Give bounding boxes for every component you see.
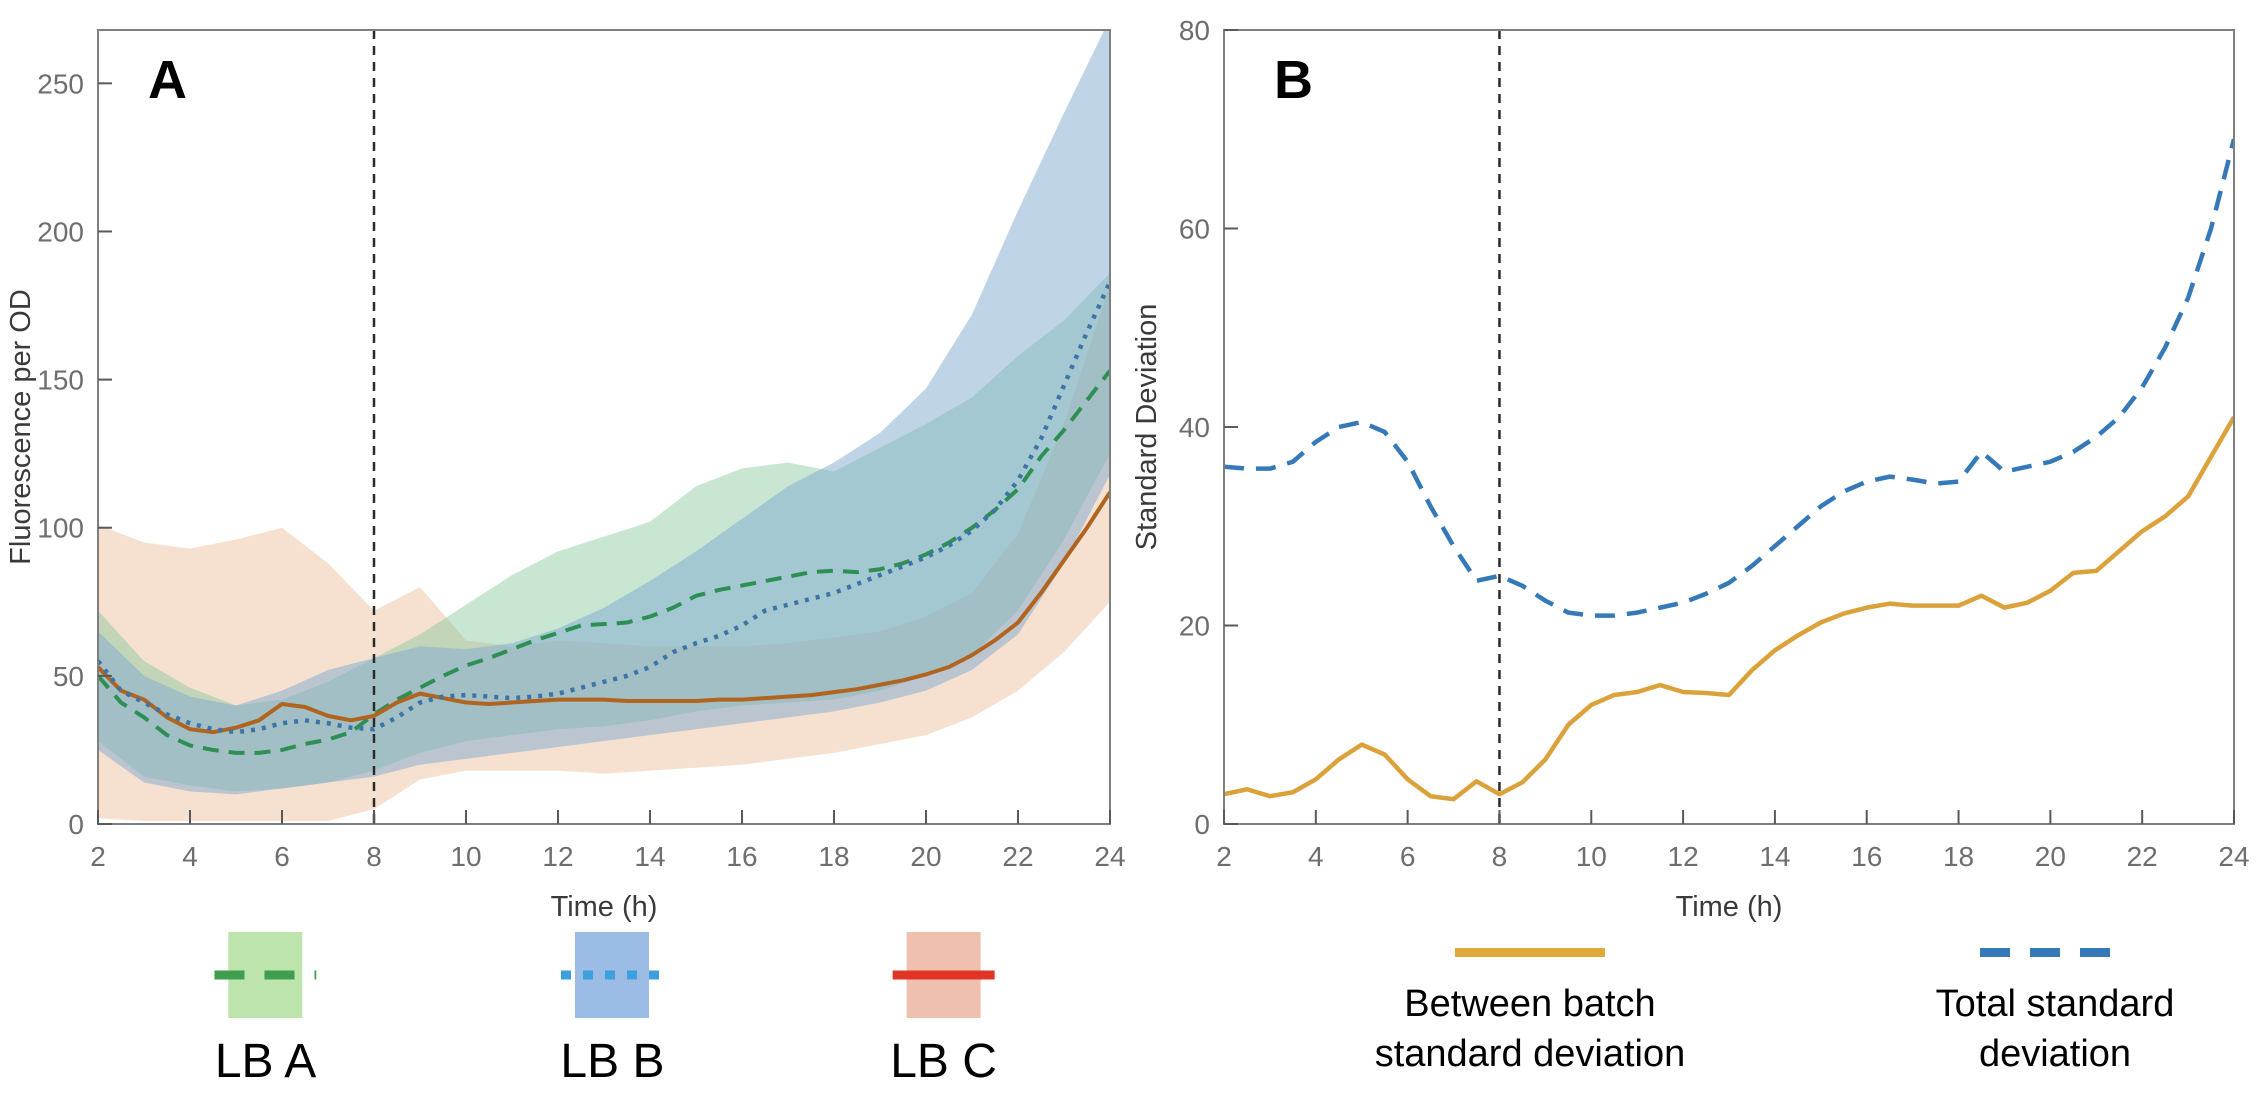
legend-item-between-batch-sd: Between batch standard deviation	[1330, 948, 1730, 1079]
x-tick-label: 12	[542, 841, 573, 872]
x-tick-label: 8	[366, 841, 382, 872]
y-tick-label: 0	[68, 809, 84, 840]
y-tick-label: 100	[37, 513, 84, 544]
series-between-batch-standard-deviation	[1224, 415, 2234, 802]
series-lb-b	[98, 280, 1110, 735]
y-axis-title-A: Fluorescence per OD	[5, 289, 37, 565]
x-axis-title-B: Time (h)	[1676, 891, 1783, 923]
x-tick-label: 10	[1576, 841, 1607, 872]
x-tick-label: 4	[182, 841, 198, 872]
lb-b-band-swatch	[561, 932, 664, 1018]
legend-item-lb-c: LB C	[890, 932, 997, 1089]
x-tick-label: 22	[1002, 841, 1033, 872]
x-tick-label: 12	[1668, 841, 1699, 872]
x-axis-title-A: Time (h)	[551, 891, 658, 923]
y-tick-label: 40	[1179, 412, 1210, 443]
plot-border-A	[97, 29, 1111, 825]
x-tick-label: 18	[818, 841, 849, 872]
y-tick-label: 50	[53, 661, 84, 692]
legend-item-lb-b: LB B	[560, 932, 664, 1089]
x-tick-label: 16	[1851, 841, 1882, 872]
series-total-standard-deviation	[1224, 138, 2234, 618]
x-tick-label: 14	[634, 841, 665, 872]
x-tick-label: 18	[1943, 841, 1974, 872]
y-tick-label: 80	[1179, 15, 1210, 46]
legend-label-lb-b: LB B	[560, 1035, 665, 1088]
legend-label-lb-c: LB C	[890, 1035, 997, 1088]
legend-item-total-sd: Total standard deviation	[1900, 948, 2210, 1079]
x-tick-label: 22	[2127, 841, 2158, 872]
x-tick-label: 8	[1492, 841, 1508, 872]
lb-c-band-swatch	[892, 932, 995, 1018]
x-tick-label: 6	[274, 841, 290, 872]
x-tick-label: 10	[450, 841, 481, 872]
x-tick-label: 4	[1308, 841, 1324, 872]
y-tick-label: 200	[37, 216, 84, 247]
x-tick-label: 24	[1094, 841, 1125, 872]
y-tick-label: 250	[37, 68, 84, 99]
y-tick-label: 150	[37, 365, 84, 396]
lb-c-solid-line-swatch	[892, 970, 995, 980]
x-tick-label: 2	[90, 841, 106, 872]
y-tick-label: 0	[1194, 809, 1210, 840]
legend-label-lb-a: LB A	[214, 1035, 317, 1088]
panel-letter-B: B	[1274, 50, 1313, 110]
x-tick-label: 24	[2218, 841, 2249, 872]
panel-letter-A: A	[148, 50, 187, 110]
x-tick-label: 14	[1759, 841, 1790, 872]
lb-a-dashed-line-swatch	[214, 970, 317, 980]
lb-b-dotted-line-swatch	[561, 970, 664, 980]
series-lb-a	[98, 369, 1110, 755]
total-sd-dashed-line-swatch	[1980, 948, 2130, 957]
legend-item-lb-a: LB A	[214, 932, 317, 1089]
lb-a-band-swatch	[214, 932, 317, 1018]
legend-label-total-sd: Total standard deviation	[1935, 983, 2175, 1076]
x-tick-label: 20	[2035, 841, 2066, 872]
x-tick-label: 6	[1400, 841, 1416, 872]
panel-b-legend: Between batch standard deviation Total s…	[1330, 948, 2210, 1079]
x-tick-label: 2	[1216, 841, 1232, 872]
panel-a-legend: LB A LB B LB C	[0, 932, 1130, 1108]
y-tick-label: 20	[1179, 611, 1210, 642]
y-tick-label: 60	[1179, 214, 1210, 245]
band-lb-b-band	[98, 30, 1110, 795]
between-batch-line-swatch	[1455, 948, 1605, 957]
y-axis-title-B: Standard Deviation	[1131, 304, 1163, 551]
series-lb-c	[98, 491, 1110, 735]
x-tick-label: 20	[910, 841, 941, 872]
legend-label-between-batch-sd: Between batch standard deviation	[1374, 983, 1686, 1076]
x-tick-label: 16	[726, 841, 757, 872]
